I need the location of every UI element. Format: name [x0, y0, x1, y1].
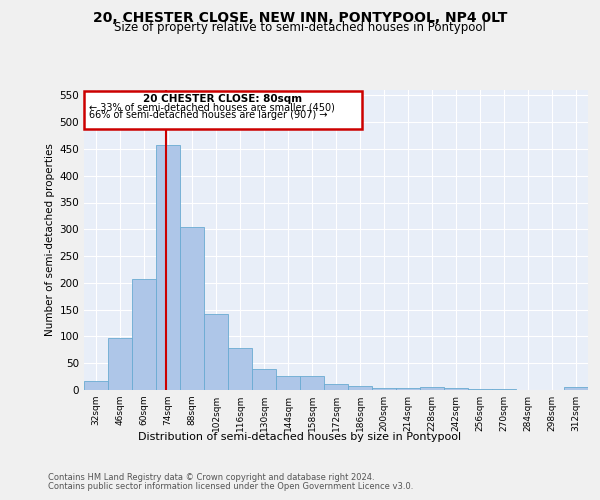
- Text: 20 CHESTER CLOSE: 80sqm: 20 CHESTER CLOSE: 80sqm: [143, 94, 302, 104]
- Bar: [108, 338, 132, 390]
- Bar: [156, 145, 180, 390]
- Bar: [444, 388, 468, 390]
- Bar: [348, 386, 372, 390]
- Y-axis label: Number of semi-detached properties: Number of semi-detached properties: [45, 144, 55, 336]
- Bar: [204, 314, 228, 390]
- Text: ← 33% of semi-detached houses are smaller (450): ← 33% of semi-detached houses are smalle…: [89, 102, 335, 113]
- Bar: [276, 376, 300, 390]
- Bar: [180, 226, 204, 390]
- Text: 20, CHESTER CLOSE, NEW INN, PONTYPOOL, NP4 0LT: 20, CHESTER CLOSE, NEW INN, PONTYPOOL, N…: [93, 11, 507, 25]
- Bar: [252, 369, 276, 390]
- Bar: [564, 388, 588, 390]
- Text: Contains public sector information licensed under the Open Government Licence v3: Contains public sector information licen…: [48, 482, 413, 491]
- Text: Distribution of semi-detached houses by size in Pontypool: Distribution of semi-detached houses by …: [139, 432, 461, 442]
- Bar: [372, 388, 396, 390]
- Bar: [84, 381, 108, 390]
- Bar: [324, 384, 348, 390]
- Bar: [84, 91, 362, 128]
- Text: 66% of semi-detached houses are larger (907) →: 66% of semi-detached houses are larger (…: [89, 110, 328, 120]
- Bar: [132, 279, 156, 390]
- Bar: [396, 388, 420, 390]
- Bar: [300, 376, 324, 390]
- Bar: [228, 348, 252, 390]
- Text: Size of property relative to semi-detached houses in Pontypool: Size of property relative to semi-detach…: [114, 21, 486, 34]
- Bar: [420, 387, 444, 390]
- Bar: [468, 389, 492, 390]
- Text: Contains HM Land Registry data © Crown copyright and database right 2024.: Contains HM Land Registry data © Crown c…: [48, 472, 374, 482]
